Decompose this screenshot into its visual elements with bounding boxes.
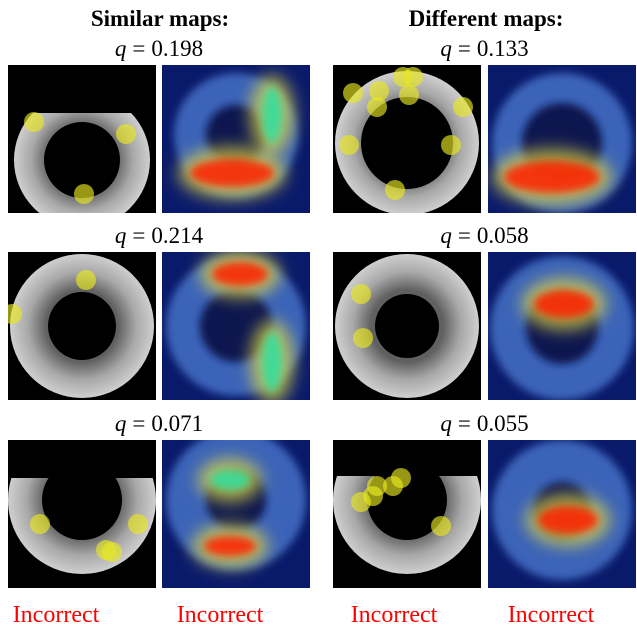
eyelid-crop [8,65,156,113]
iris-image [8,65,156,228]
q-value: 0.055 [477,411,529,436]
heat-core [504,161,600,193]
keypoint [24,112,44,132]
keypoint [353,328,373,348]
iris-content [333,426,481,588]
figure: Similar maps: Different maps: Incorrect … [0,0,637,632]
keypoint [453,97,473,117]
q-value: 0.198 [151,36,203,61]
keypoint [76,270,96,290]
heat-core [204,536,256,556]
heatmap-image [162,250,310,404]
keypoint [74,184,94,204]
heat-core [534,290,594,318]
q-label: q=0.058 [440,223,528,248]
iris-image [333,426,481,588]
heatmap-image [488,65,636,213]
heat-core [262,332,282,392]
q-symbol: q [440,411,452,436]
q-relation: = [458,411,471,436]
heatmap-content [162,430,310,588]
eyelid-crop [8,440,156,478]
iris-image [2,252,156,400]
q-label: q=0.214 [115,223,204,248]
body: {"headers": ["Similar maps:", "Different… [0,0,637,632]
keypoint [116,124,136,144]
q-relation: = [132,36,145,61]
heatmap-content [488,252,636,400]
pupil [48,292,116,360]
heat-core [538,506,598,534]
q-symbol: q [440,36,452,61]
q-relation: = [132,223,145,248]
column-header: Similar maps: [91,6,229,31]
iris-content [2,252,156,400]
heat-core [210,470,250,490]
keypoint [128,514,148,534]
keypoint [102,542,122,562]
q-value: 0.133 [477,36,529,61]
page: Saliency maps html, body { margin: 0; pa… [0,0,637,632]
q-symbol: q [115,36,127,61]
iris-content [333,65,481,215]
heatmap-content [488,65,636,213]
iris-content [8,65,156,228]
heatmap-content [162,65,310,213]
iris-content [8,426,156,588]
q-value: 0.058 [477,223,529,248]
column-header: Different maps: [409,6,564,31]
iris-image [333,65,481,215]
q-label: q=0.055 [440,411,528,436]
q-relation: = [458,223,471,248]
result-label: Incorrect [351,602,438,628]
keypoint [431,516,451,536]
heatmap-image [162,430,310,588]
q-symbol: q [115,223,127,248]
keypoint [343,83,363,103]
q-label: q=0.198 [115,36,203,61]
heat-core [262,87,282,143]
keypoint [391,468,411,488]
keypoint [403,67,423,87]
q-label: q=0.133 [440,36,528,61]
keypoint [367,97,387,117]
iris-image [8,426,156,588]
keypoint [351,284,371,304]
keypoint [441,135,461,155]
keypoint [399,85,419,105]
keypoint [385,180,405,200]
keypoint [339,135,359,155]
result-label: Incorrect [13,602,100,628]
heat-core [212,262,268,286]
q-relation: = [132,411,145,436]
keypoint [2,304,22,324]
iris-content [333,252,481,400]
q-value: 0.214 [151,223,203,248]
heatmap-content [162,250,310,404]
heat-core [190,159,274,187]
heatmap-image [488,440,636,588]
heatmap-image [488,252,636,400]
result-label: Incorrect [508,602,595,628]
q-symbol: q [440,223,452,248]
pupil [375,294,439,358]
q-relation: = [458,36,471,61]
heatmap-content [488,440,636,588]
q-label: q=0.071 [115,411,203,436]
result-label: Incorrect [177,602,264,628]
q-symbol: q [115,411,127,436]
q-value: 0.071 [151,411,203,436]
heatmap-image [162,65,310,213]
iris-image [333,252,481,400]
keypoint [30,514,50,534]
